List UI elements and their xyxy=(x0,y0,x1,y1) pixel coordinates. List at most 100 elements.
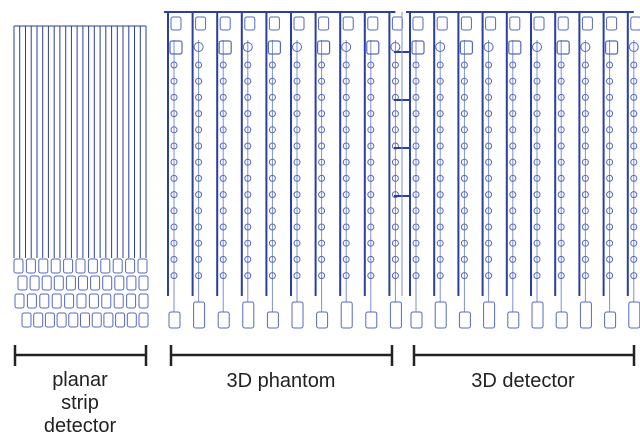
electrode-hole xyxy=(219,272,227,280)
electrode-hole xyxy=(195,272,203,280)
electrode-hole xyxy=(268,93,276,101)
top-contact-pad xyxy=(485,16,497,31)
column-contact xyxy=(556,40,570,55)
bond-pad xyxy=(138,275,149,291)
electrode-hole xyxy=(195,191,203,199)
electrode-hole xyxy=(268,126,276,134)
bond-pad xyxy=(63,258,74,274)
bond-pad xyxy=(80,312,90,328)
electrode-hole xyxy=(557,77,565,85)
column-contact xyxy=(242,42,253,52)
electrode-hole xyxy=(581,110,589,118)
planar-strip-detector-label: planar strip detector xyxy=(10,369,150,438)
electrode-hole xyxy=(509,93,517,101)
readout-pad xyxy=(604,311,617,329)
electrode-hole xyxy=(170,223,178,231)
electrode-hole xyxy=(412,126,420,134)
electrode-hole xyxy=(581,142,589,150)
bond-pad xyxy=(112,258,123,274)
electrode-hole xyxy=(485,255,493,263)
electrode-hole xyxy=(342,158,350,166)
readout-pad xyxy=(555,311,568,329)
electrode-hole xyxy=(509,126,517,134)
electrode-hole xyxy=(557,255,565,263)
electrode-hole xyxy=(485,207,493,215)
column-contact xyxy=(292,42,302,52)
electrode-hole xyxy=(533,191,541,199)
electrode-hole xyxy=(606,77,614,85)
electrode-hole xyxy=(630,110,638,118)
electrode-hole xyxy=(342,110,350,118)
bond-pad xyxy=(29,275,40,291)
electrode-hole xyxy=(293,272,301,280)
electrode-hole xyxy=(606,126,614,134)
electrode-hole xyxy=(533,93,541,101)
electrode-hole xyxy=(533,174,541,182)
electrode-hole xyxy=(391,223,399,231)
electrode-hole xyxy=(557,191,565,199)
readout-pad xyxy=(628,301,640,329)
electrode-hole xyxy=(412,223,420,231)
3d-detector-layout xyxy=(406,11,640,329)
electrode-hole xyxy=(460,223,468,231)
electrode-hole xyxy=(342,255,350,263)
electrode-hole xyxy=(367,272,375,280)
readout-pad xyxy=(193,301,206,329)
electrode-hole xyxy=(318,223,326,231)
readout-pad xyxy=(168,311,181,329)
column-contact xyxy=(366,40,380,55)
electrode-hole xyxy=(244,110,252,118)
electrode-hole xyxy=(460,255,468,263)
electrode-hole xyxy=(244,142,252,150)
bond-pad xyxy=(101,293,112,309)
electrode-hole xyxy=(391,272,399,280)
electrode-hole xyxy=(367,191,375,199)
electrode-hole xyxy=(170,239,178,247)
electrode-hole xyxy=(581,207,589,215)
planar-bracket xyxy=(13,345,148,366)
bond-pad xyxy=(17,275,28,291)
bond-pad xyxy=(56,312,67,328)
electrode-hole xyxy=(318,272,326,280)
electrode-hole xyxy=(460,142,468,150)
electrode-hole xyxy=(606,61,614,69)
electrode-hole xyxy=(391,61,399,69)
electrode-hole xyxy=(367,77,375,85)
electrode-hole xyxy=(318,239,326,247)
electrode-hole xyxy=(460,77,468,85)
electrode-hole xyxy=(219,142,227,150)
electrode-hole xyxy=(268,255,276,263)
electrode-hole xyxy=(293,110,301,118)
electrode-hole xyxy=(342,191,350,199)
top-contact-pad xyxy=(460,16,472,31)
electrode-hole xyxy=(412,110,420,118)
electrode-hole xyxy=(533,158,541,166)
electrode-hole xyxy=(412,255,420,263)
bond-pad xyxy=(44,312,55,328)
electrode-hole xyxy=(509,110,517,118)
electrode-hole xyxy=(318,93,326,101)
electrode-hole xyxy=(533,255,541,263)
electrode-hole xyxy=(170,255,178,263)
electrode-hole xyxy=(485,93,493,101)
electrode-hole xyxy=(219,77,227,85)
electrode-hole xyxy=(195,93,203,101)
readout-pad xyxy=(242,301,255,329)
bond-pad xyxy=(50,258,61,274)
electrode-hole xyxy=(485,61,493,69)
electrode-hole xyxy=(268,223,276,231)
electrode-hole xyxy=(606,255,614,263)
electrode-hole xyxy=(485,142,493,150)
top-contact-pad xyxy=(509,16,521,31)
electrode-hole xyxy=(436,174,444,182)
electrode-hole xyxy=(557,272,565,280)
electrode-hole xyxy=(342,61,350,69)
electrode-hole xyxy=(557,61,565,69)
electrode-hole xyxy=(630,174,638,182)
electrode-hole xyxy=(436,272,444,280)
electrode-hole xyxy=(509,255,517,263)
bond-pad xyxy=(21,312,32,328)
electrode-hole xyxy=(268,142,276,150)
electrode-hole xyxy=(460,239,468,247)
bond-pad xyxy=(100,258,111,274)
